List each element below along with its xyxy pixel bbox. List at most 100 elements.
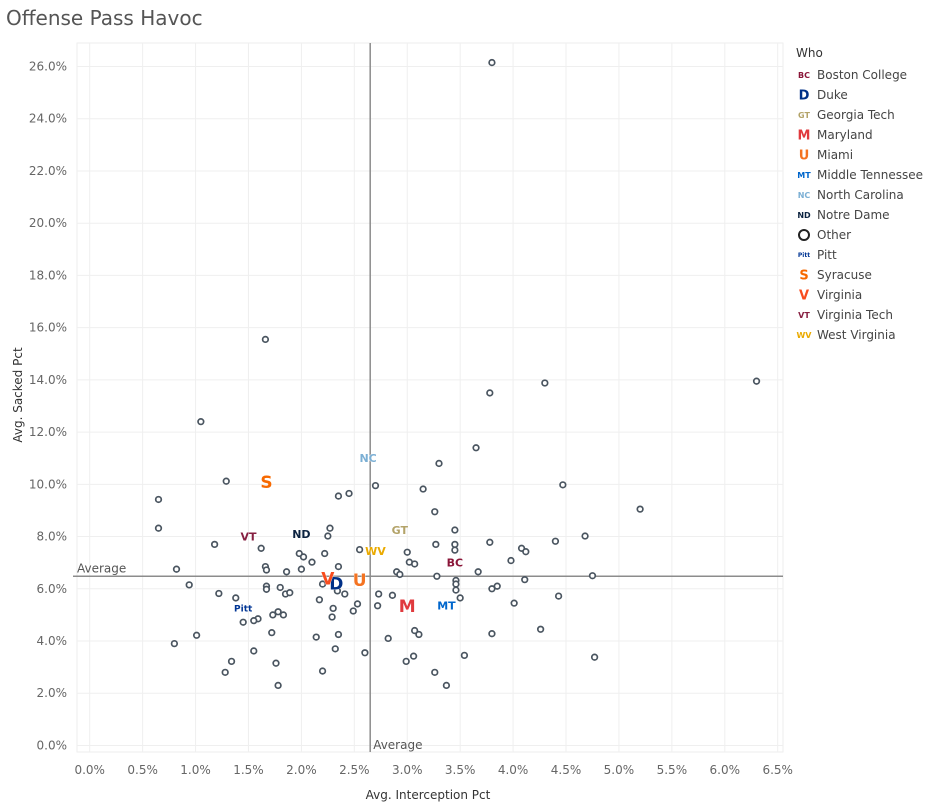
- y-tick-label: 16.0%: [29, 321, 67, 335]
- x-axis-title: Avg. Interception Pct: [366, 788, 491, 802]
- other-team-point: [318, 667, 327, 675]
- legend-item-boston-college[interactable]: BC Boston College: [796, 65, 932, 85]
- svg-text:MT: MT: [797, 171, 811, 180]
- circle-icon: [798, 229, 810, 241]
- team-logo-glyph: MT: [437, 600, 456, 613]
- x-tick-label: 4.0%: [498, 763, 529, 777]
- mtsu-logo-icon: MT: [797, 171, 811, 180]
- x-tick-label: 2.0%: [286, 763, 317, 777]
- svg-text:S: S: [799, 269, 808, 283]
- axis-ticks: 0.0% 0.5% 1.0% 1.5% 2.0% 2.5% 3.0% 3.5% 4.0% 4.5%…: [29, 60, 793, 777]
- other-team-point: [452, 580, 460, 588]
- other-team-point: [299, 553, 308, 561]
- team-markers: BC D GT M U MT NC ND Pitt S V VT WV: [234, 452, 464, 617]
- other-team-point: [388, 591, 397, 599]
- other-team-point: [324, 532, 332, 540]
- y-tick-label: 2.0%: [37, 686, 68, 700]
- chart-title: Offense Pass Havoc: [6, 6, 203, 30]
- team-marker-miami: U: [352, 570, 366, 591]
- other-team-point: [261, 335, 270, 344]
- other-team-point: [590, 653, 599, 661]
- legend-item-pitt[interactable]: Pitt Pitt: [796, 245, 932, 265]
- svg-text:U: U: [799, 149, 810, 163]
- legend-item-middle-tennessee[interactable]: MT Middle Tennessee: [796, 165, 932, 185]
- other-team-point: [431, 668, 439, 677]
- team-marker-middle-tennessee: MT: [437, 599, 457, 613]
- other-team-point: [402, 657, 410, 666]
- legend-item-other[interactable]: Other: [796, 225, 932, 245]
- svg-text:WV: WV: [796, 331, 812, 340]
- other-team-point: [433, 572, 441, 580]
- other-team-point: [451, 540, 459, 549]
- team-logo-glyph: WV: [365, 545, 386, 558]
- other-team-point: [272, 659, 280, 667]
- other-team-point: [409, 652, 418, 660]
- svg-text:Pitt: Pitt: [798, 252, 810, 259]
- other-team-point: [411, 626, 419, 635]
- other-team-point: [333, 587, 342, 595]
- other-team-point: [318, 580, 327, 588]
- bc-logo-icon: BC: [798, 71, 810, 80]
- team-logo-glyph: ND: [292, 528, 310, 541]
- legend-item-north-carolina[interactable]: NC North Carolina: [796, 185, 932, 205]
- legend-item-duke[interactable]: D Duke: [796, 85, 932, 105]
- legend-item-label: North Carolina: [817, 188, 904, 202]
- legend-item-virginia[interactable]: V Virginia: [796, 285, 932, 305]
- other-team-point: [274, 608, 282, 616]
- team-marker-pitt: Pitt: [234, 604, 254, 615]
- other-team-point: [154, 495, 163, 504]
- legend-item-miami[interactable]: U Miami: [796, 145, 932, 165]
- team-logo-glyph: S: [260, 473, 272, 493]
- other-team-point: [297, 565, 306, 573]
- other-team-point: [403, 548, 411, 556]
- team-logo-glyph: NC: [359, 452, 376, 465]
- x-tick-label: 1.0%: [180, 763, 211, 777]
- legend-item-virginia-tech[interactable]: VT Virginia Tech: [796, 305, 932, 325]
- other-team-point: [221, 668, 229, 677]
- other-team-point: [551, 537, 560, 545]
- other-team-point: [232, 594, 240, 602]
- other-team-point: [559, 481, 567, 489]
- legend-item-notre-dame[interactable]: ND Notre Dame: [796, 205, 932, 225]
- y-axis-title: Avg. Sacked Pct: [11, 347, 25, 443]
- legend-item-georgia-tech[interactable]: GT Georgia Tech: [796, 105, 932, 125]
- team-marker-virginia-tech: VT: [240, 530, 257, 544]
- y-average-label: Average: [77, 561, 126, 575]
- other-team-point: [435, 459, 443, 468]
- x-average-label: Average: [373, 738, 422, 752]
- x-tick-label: 0.5%: [127, 763, 158, 777]
- legend-item-maryland[interactable]: M Maryland: [796, 125, 932, 145]
- other-team-point: [262, 585, 271, 593]
- other-team-point: [269, 611, 277, 619]
- legend-title: Who: [796, 46, 823, 60]
- y-tick-label: 24.0%: [29, 112, 67, 126]
- other-team-point: [308, 558, 316, 566]
- svg-text:NC: NC: [798, 191, 811, 200]
- x-tick-label: 4.5%: [551, 763, 582, 777]
- other-team-point: [486, 538, 494, 546]
- team-marker-syracuse: S: [260, 473, 273, 494]
- x-tick-label: 3.5%: [445, 763, 476, 777]
- other-team-point: [456, 594, 464, 602]
- other-team-point: [222, 477, 230, 485]
- legend-item-label: Georgia Tech: [817, 108, 895, 122]
- grid-lines: [76, 42, 784, 753]
- other-team-point: [536, 625, 545, 633]
- legend-item-west-virginia[interactable]: WV West Virginia: [796, 325, 932, 345]
- team-logo-glyph: GT: [392, 524, 409, 537]
- gt-logo-icon: GT: [798, 111, 810, 120]
- other-team-point: [257, 544, 265, 552]
- svg-text:M: M: [798, 129, 811, 143]
- other-team-point: [371, 481, 380, 490]
- team-marker-north-carolina: NC: [359, 452, 377, 466]
- other-team-point: [373, 602, 382, 610]
- other-team-point: [250, 616, 258, 625]
- other-team-point: [452, 586, 460, 594]
- x-tick-label: 1.5%: [233, 763, 264, 777]
- y-tick-label: 10.0%: [29, 477, 67, 491]
- legend-item-syracuse[interactable]: S Syracuse: [796, 265, 932, 285]
- other-team-point: [210, 540, 219, 549]
- miami-logo-icon: U: [799, 149, 810, 163]
- svg-text:GT: GT: [798, 111, 810, 120]
